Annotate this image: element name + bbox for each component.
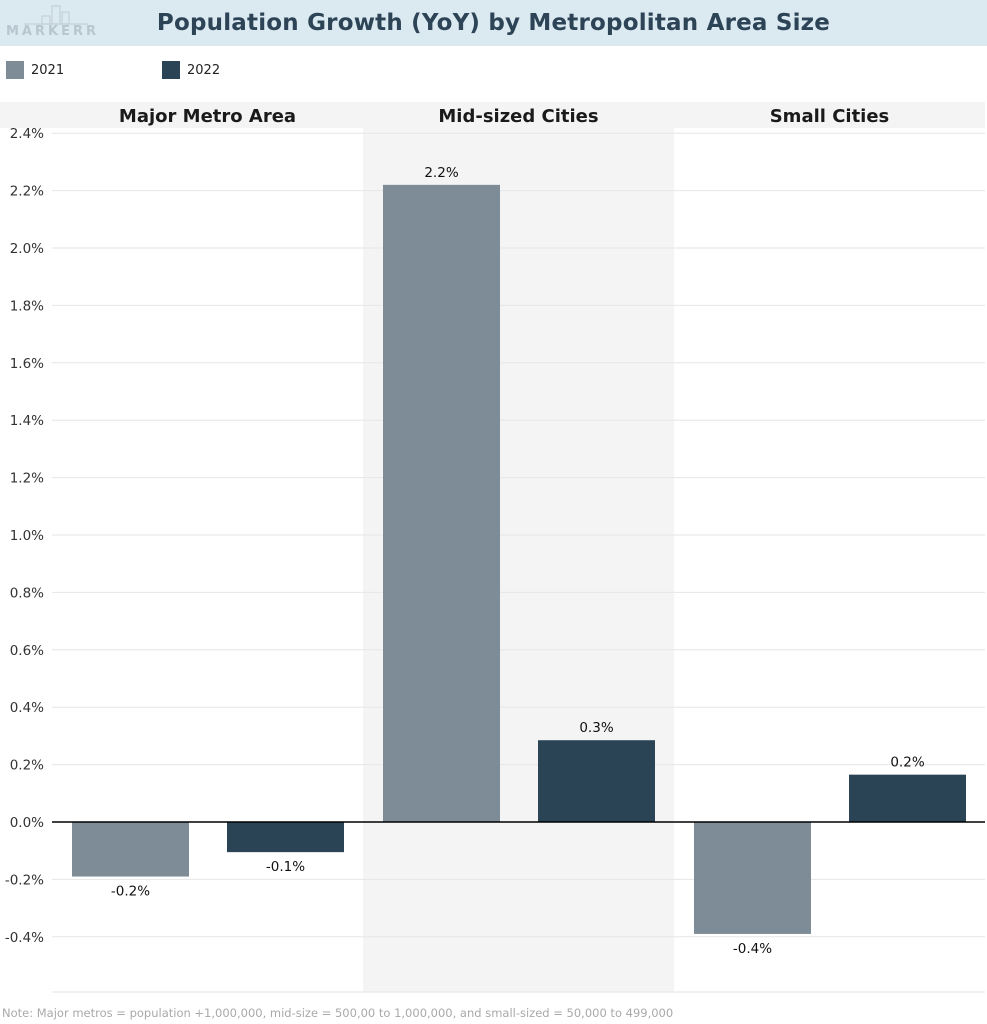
y-tick-label: 0.4% [10, 700, 44, 716]
bar [72, 822, 189, 877]
data-label: 0.2% [890, 755, 924, 771]
data-label: 0.3% [579, 720, 613, 736]
chart-title: Population Growth (YoY) by Metropolitan … [156, 10, 831, 36]
y-tick-label: 1.8% [10, 298, 44, 314]
y-tick-label: 0.2% [10, 758, 44, 774]
y-tick-label: 1.0% [10, 528, 44, 544]
data-label: -0.4% [733, 941, 772, 957]
legend-label-2022: 2022 [187, 62, 221, 78]
y-tick-label: -0.4% [5, 930, 44, 946]
legend-item-2021: 2021 [6, 61, 64, 79]
bar [849, 774, 966, 822]
title-bar: MARKERR Population Growth (YoY) by Metro… [0, 0, 987, 46]
data-label: -0.2% [111, 884, 150, 900]
bar [383, 184, 500, 823]
bar [694, 822, 811, 934]
data-label: -0.1% [266, 859, 305, 875]
facet-header: Major Metro Area [119, 106, 296, 127]
facet-header-strip [0, 102, 985, 128]
y-tick-label: 1.2% [10, 471, 44, 487]
bar [227, 822, 344, 853]
data-label: 2.2% [424, 165, 458, 181]
facet-header: Small Cities [770, 106, 890, 127]
y-tick-label: 2.0% [10, 241, 44, 257]
y-tick-label: -0.2% [5, 872, 44, 888]
bar [538, 740, 655, 822]
footnote: Note: Major metros = population +1,000,0… [2, 1006, 674, 1020]
y-tick-label: 2.2% [10, 184, 44, 200]
bar-chart: 2.4% 2.2% 2.0% 1.8% 1.6% 1.4% 1.2% 1.0% 0.8% 0.6%… [0, 102, 985, 993]
y-tick-label: 0.0% [10, 815, 44, 831]
legend-item-2022: 2022 [162, 61, 220, 79]
logo-text: MARKERR [6, 24, 99, 39]
facet-header: Mid-sized Cities [438, 106, 598, 127]
y-tick-label: 2.4% [10, 126, 44, 142]
legend-swatch-2021 [6, 61, 24, 79]
legend-swatch-2022 [162, 61, 180, 79]
y-tick-label: 0.8% [10, 585, 44, 601]
y-tick-label: 1.6% [10, 356, 44, 372]
markerr-logo: MARKERR [6, 4, 106, 42]
legend-label-2021: 2021 [31, 62, 65, 78]
y-tick-label: 1.4% [10, 413, 44, 429]
y-tick-label: 0.6% [10, 643, 44, 659]
building-logo-icon [24, 5, 88, 25]
